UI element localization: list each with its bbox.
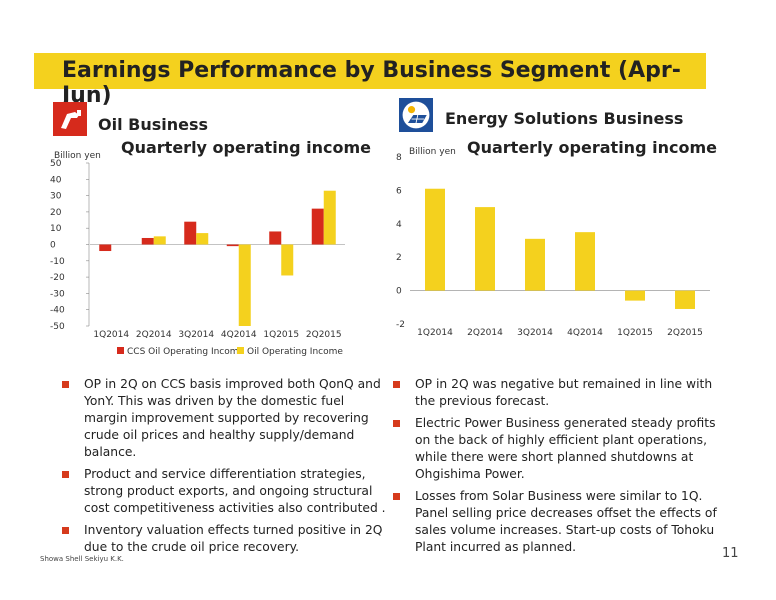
bar (281, 244, 294, 276)
bar (575, 232, 595, 291)
list-item: OP in 2Q was negative but remained in li… (393, 376, 733, 410)
x-tick-label: 1Q2014 (417, 328, 453, 338)
bar (141, 237, 154, 245)
bar (323, 190, 336, 245)
y-tick-label: 20 (50, 208, 62, 218)
fuel-nozzle-icon (53, 102, 87, 136)
y-tick-label: 4 (396, 220, 402, 230)
list-item: Inventory valuation effects turned posit… (62, 522, 387, 556)
bar (425, 188, 445, 291)
x-tick-label: 1Q2015 (263, 330, 299, 340)
y-unit-label: Billion yen (409, 147, 456, 157)
list-item: Losses from Solar Business were similar … (393, 488, 733, 556)
energy-bullet-list: OP in 2Q was negative but remained in li… (393, 376, 733, 561)
y-tick-label: -50 (50, 322, 65, 332)
title-bar: Earnings Performance by Business Segment… (34, 53, 706, 108)
bullet-icon (393, 420, 400, 427)
y-tick-label: 10 (50, 224, 62, 234)
list-item: OP in 2Q on CCS basis improved both QonQ… (62, 376, 387, 461)
oil-chart-title: Quarterly operating income (121, 138, 371, 157)
bar (184, 221, 197, 245)
list-item: Electric Power Business generated steady… (393, 415, 733, 483)
y-tick-label: -30 (50, 289, 65, 299)
list-item: Product and service differentiation stra… (62, 466, 387, 517)
bar (99, 244, 112, 252)
legend-swatch (237, 347, 244, 354)
bar (311, 208, 324, 245)
energy-chart-title: Quarterly operating income (467, 138, 717, 157)
y-tick-label: 0 (396, 287, 402, 297)
y-tick-label: 50 (50, 159, 62, 169)
oil-section-title: Oil Business (98, 115, 209, 134)
bullet-text: OP in 2Q was negative but remained in li… (415, 377, 713, 408)
footer-company: Showa Shell Sekiyu K.K. (40, 555, 124, 563)
bullet-text: Losses from Solar Business were similar … (415, 489, 717, 554)
y-tick-label: -2 (396, 320, 405, 330)
x-tick-label: 2Q2015 (306, 330, 342, 340)
y-tick-label: 30 (50, 192, 62, 202)
page-title: Earnings Performance by Business Segment… (62, 58, 681, 108)
x-tick-label: 2Q2014 (136, 330, 172, 340)
bar (269, 231, 282, 245)
bullet-text: OP in 2Q on CCS basis improved both QonQ… (84, 377, 381, 459)
x-tick-label: 3Q2014 (517, 328, 553, 338)
y-unit-label: Billion yen (54, 151, 101, 161)
bullet-icon (62, 471, 69, 478)
x-tick-label: 3Q2014 (178, 330, 214, 340)
y-tick-label: 0 (50, 241, 56, 251)
x-tick-label: 2Q2014 (467, 328, 503, 338)
bullet-text: Electric Power Business generated steady… (415, 416, 716, 481)
oil-bullet-list: OP in 2Q on CCS basis improved both QonQ… (62, 376, 387, 561)
bar (238, 244, 251, 326)
legend-label: Oil Operating Income (247, 347, 343, 357)
x-tick-label: 1Q2015 (617, 328, 653, 338)
bullet-text: Product and service differentiation stra… (84, 467, 386, 515)
y-tick-label: -40 (50, 306, 65, 316)
energy-section-title: Energy Solutions Business (445, 109, 684, 128)
bar (153, 236, 166, 245)
legend-swatch (117, 347, 124, 354)
legend-label: CCS Oil Operating Income (127, 347, 245, 357)
x-tick-label: 4Q2014 (567, 328, 603, 338)
y-tick-label: -10 (50, 257, 65, 267)
bullet-text: Inventory valuation effects turned posit… (84, 523, 383, 554)
bar (675, 290, 695, 309)
x-tick-label: 4Q2014 (221, 330, 257, 340)
bullet-icon (62, 381, 69, 388)
bullet-icon (62, 527, 69, 534)
bullet-icon (393, 493, 400, 500)
y-tick-label: 2 (396, 253, 402, 263)
page-number: 11 (722, 546, 739, 561)
bar (475, 207, 495, 291)
y-tick-label: -20 (50, 273, 65, 283)
bar (226, 244, 239, 247)
x-tick-label: 1Q2014 (93, 330, 129, 340)
y-tick-label: 40 (50, 175, 62, 185)
bar (196, 233, 209, 245)
bullet-icon (393, 381, 400, 388)
solar-panel-icon (399, 98, 433, 132)
x-tick-label: 2Q2015 (667, 328, 703, 338)
y-tick-label: 6 (396, 186, 402, 196)
bar (625, 290, 645, 301)
bar (525, 238, 545, 291)
y-tick-label: 8 (396, 153, 402, 163)
